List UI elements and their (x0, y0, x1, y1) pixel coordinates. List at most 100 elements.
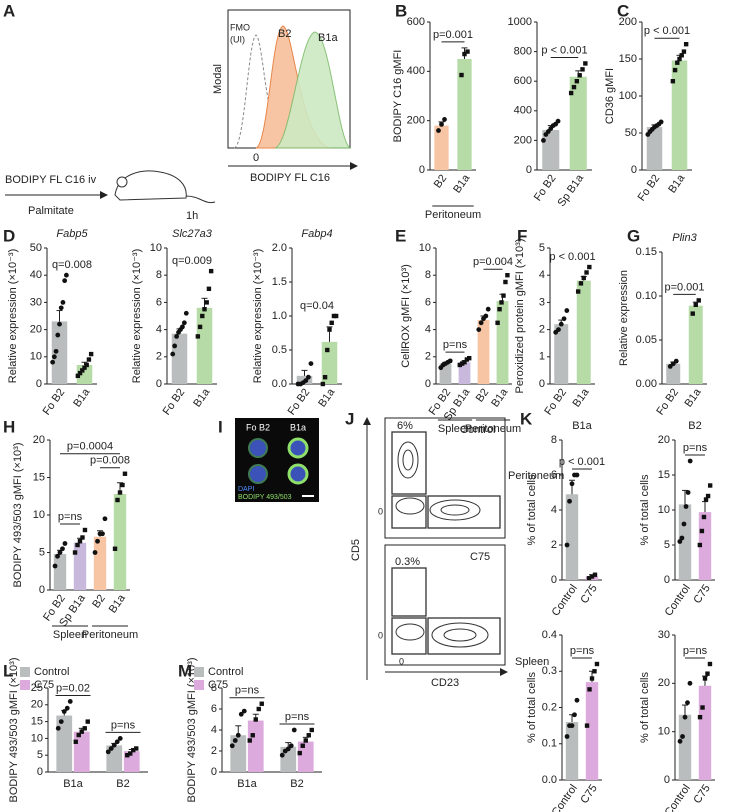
y-label: % of total cells (526, 672, 538, 743)
x-tick-label: Fo B2 (286, 387, 313, 418)
x-tick-label: B1a (683, 386, 705, 410)
y-label: BODIPY C16 gMFI (392, 50, 404, 143)
x-tick-label: B1a (666, 172, 688, 196)
y-tick-label: 0.0 (272, 378, 287, 390)
data-point (327, 327, 332, 332)
data-point (690, 311, 695, 316)
x-tick: 0 (253, 152, 259, 164)
data-point (62, 541, 68, 546)
data-point (170, 351, 176, 357)
data-point (172, 343, 178, 349)
data-point (208, 268, 214, 274)
cell (287, 463, 309, 485)
row-label: Peritoneum (508, 470, 564, 482)
y-tick-label: 30 (658, 629, 670, 641)
bar (542, 130, 560, 170)
annotation: p < 0.001 (549, 251, 595, 263)
data-point (60, 300, 66, 305)
data-point (75, 373, 81, 379)
chart-title: Slc27a3 (172, 228, 213, 240)
data-point (320, 381, 326, 387)
data-point (464, 357, 470, 362)
y-tick-label: 8 (551, 434, 557, 446)
data-point (705, 671, 710, 676)
chart-title: Plin3 (672, 232, 697, 244)
y-tick-label: 10 (658, 504, 670, 516)
data-point (583, 61, 588, 66)
bar (688, 305, 703, 384)
x-tick-label: Fo B2 (41, 387, 68, 418)
bar (230, 735, 247, 772)
data-point (62, 278, 68, 284)
tick: 0 (378, 630, 383, 640)
panel-label: D (3, 226, 15, 245)
data-point (256, 706, 261, 712)
y-tick-label: 6 (425, 296, 431, 308)
x-tick-label: Fo B2 (654, 387, 681, 418)
data-point (82, 365, 87, 370)
data-point (82, 726, 87, 731)
data-point (587, 264, 592, 270)
annotation: p=ns (285, 711, 310, 723)
annotation: p=ns (570, 645, 595, 657)
y-label: BODIPY 493/503 gMFI (×10³) (186, 657, 198, 802)
data-point (677, 539, 683, 544)
y-tick-label: 25 (31, 682, 43, 694)
y-tick-label: 0.0 (542, 774, 557, 786)
y-tick-label: 1.0 (272, 310, 287, 322)
y-tick-label: 200 (514, 134, 532, 146)
data-point (253, 717, 258, 722)
panel-label: E (395, 226, 406, 245)
data-point (197, 324, 203, 330)
y-tick-label: 600 (407, 16, 425, 28)
data-point (505, 273, 510, 278)
y-tick-label: 0.5 (272, 344, 287, 356)
y-tick-label: 50 (30, 242, 42, 254)
data-point (589, 574, 595, 579)
data-point (111, 742, 117, 748)
data-point (707, 661, 713, 667)
data-point (679, 535, 685, 541)
y-tick-label: 6 (551, 469, 557, 481)
x-tick-label: C75 (691, 583, 712, 606)
y-label: Relative expression (×10⁻³) (252, 249, 264, 384)
y-label: Relative expression (×10⁻³) (131, 249, 143, 384)
chart: 0.0 0.1 0.2 0.3 0.4 % of total cells ControlC7… (526, 629, 602, 812)
data-point (50, 359, 56, 365)
data-point (697, 542, 703, 548)
data-point (303, 378, 309, 383)
x-tick-label: B2 (90, 593, 108, 611)
x-label: CD23 (431, 677, 459, 689)
y-tick-label: 0 (539, 378, 545, 390)
chart: 0 1 2 3 4 5 Peroxidized protein gMFI (×10³) Fo … (514, 239, 596, 418)
data-point (568, 90, 574, 96)
data-point (92, 550, 98, 555)
y-tick-label: 0 (631, 164, 637, 176)
group-label: Peritoneum (465, 423, 521, 435)
panel-label: G (627, 226, 640, 245)
group-label: Peritoneum (425, 209, 481, 221)
x-tick-label: Fo B2 (636, 173, 663, 204)
data-point (51, 354, 57, 360)
cell (248, 464, 268, 484)
y-tick-label: 0.00 (636, 378, 657, 390)
panel-label: C (617, 1, 629, 20)
bar (458, 362, 471, 384)
data-point (250, 733, 255, 738)
y-tick-label: 3 (539, 296, 545, 308)
contour (431, 622, 489, 648)
data-point (503, 279, 508, 285)
y-tick-label: 1 (539, 351, 545, 363)
panel-label: J (345, 409, 354, 428)
legend-label: Control (34, 666, 69, 678)
y-label: Relative expression (618, 270, 630, 366)
data-point (72, 550, 78, 555)
data-point (75, 542, 80, 548)
data-point (555, 118, 561, 124)
y-tick-label: 0.4 (542, 629, 557, 641)
data-point (483, 313, 489, 319)
data-point (174, 334, 179, 339)
legend-label: C75 (208, 679, 228, 691)
